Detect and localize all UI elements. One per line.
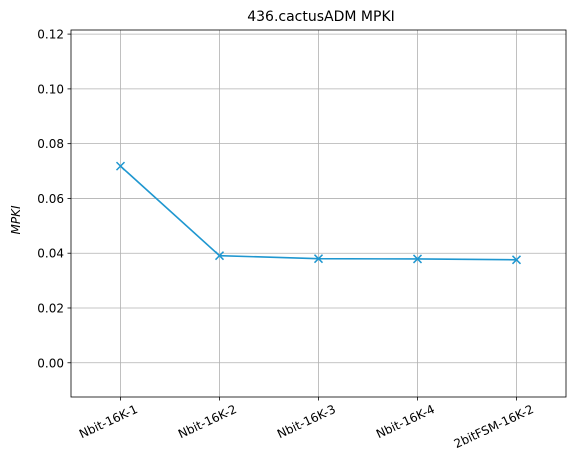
y-tick-label: 0.08	[37, 137, 64, 151]
y-tick-label: 0.10	[37, 82, 64, 96]
chart-title: 436.cactusADM MPKI	[247, 9, 395, 25]
data-point-marker	[511, 255, 522, 265]
x-tick-label: Nbit-16K-4	[374, 402, 437, 441]
data-point-marker	[214, 251, 225, 261]
x-tick-label: Nbit-16K-1	[77, 402, 140, 441]
grid	[71, 30, 566, 397]
y-tick-label: 0.06	[37, 192, 64, 206]
data-point-marker	[313, 254, 324, 264]
x-tick-label: 2bitFSM-16K-2	[452, 402, 536, 451]
series-layer	[115, 161, 522, 265]
data-point-marker	[115, 161, 126, 171]
data-point-marker	[412, 254, 423, 264]
x-tick-label: Nbit-16K-2	[176, 402, 239, 441]
y-axis-label: MPKI	[9, 205, 23, 234]
x-tick-label: Nbit-16K-3	[275, 402, 338, 441]
x-axis: Nbit-16K-1 Nbit-16K-2 Nbit-16K-3 Nbit-16K-4…	[77, 397, 536, 451]
y-tick-label: 0.02	[37, 301, 64, 315]
y-tick-label: 0.12	[37, 28, 64, 42]
y-tick-label: 0.04	[37, 247, 64, 261]
y-axis: 0.00 0.02 0.04 0.06 0.08 0.10 0.12	[37, 28, 71, 370]
y-tick-label: 0.00	[37, 356, 64, 370]
